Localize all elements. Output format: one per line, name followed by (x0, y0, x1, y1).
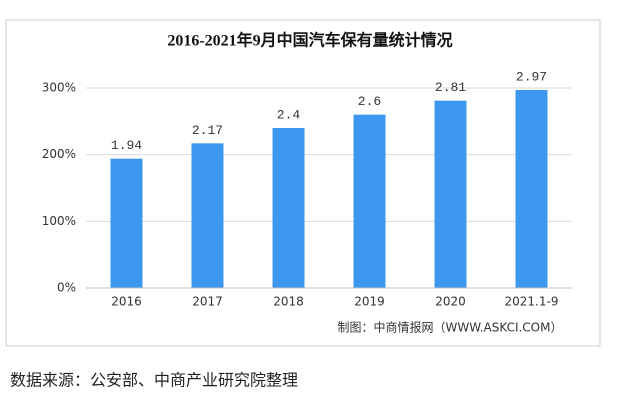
x-tick-label: 2017 (192, 295, 223, 309)
value-label: 2.17 (192, 123, 223, 138)
chart-title: 2016-2021年9月中国汽车保有量统计情况 (167, 31, 452, 50)
source-note: 数据来源：公安部、中商产业研究院整理 (10, 371, 298, 390)
bar (272, 128, 305, 288)
value-label: 2.81 (435, 80, 466, 95)
bar (110, 158, 143, 288)
value-label: 2.6 (358, 94, 381, 109)
bar (191, 143, 224, 288)
x-tick-label: 2021.1-9 (505, 295, 559, 309)
y-tick-label: 0% (57, 281, 76, 295)
y-tick-label: 200% (42, 147, 76, 161)
x-tick-label: 2016 (111, 295, 142, 309)
x-tick-label: 2020 (435, 295, 466, 309)
x-tick-label: 2018 (273, 295, 304, 309)
y-tick-label: 300% (42, 81, 76, 95)
bar (353, 114, 386, 289)
credit: 制图：中商情报网（WWW.ASKCI.COM） (338, 320, 563, 335)
value-label: 2.4 (277, 107, 301, 122)
value-label: 1.94 (111, 138, 142, 153)
y-tick-label: 100% (42, 214, 76, 228)
bar (434, 100, 467, 289)
value-label: 2.97 (516, 69, 547, 84)
x-tick-label: 2019 (354, 295, 385, 309)
bar (515, 90, 548, 288)
